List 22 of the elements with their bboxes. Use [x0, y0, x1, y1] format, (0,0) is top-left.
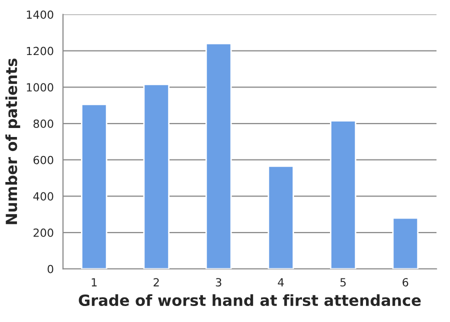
- x-tick-label: 1: [92, 278, 97, 286]
- x-tick-label: 4: [278, 278, 284, 286]
- bar: [268, 166, 294, 269]
- x-tick-label: 5: [340, 278, 346, 286]
- bar: [392, 217, 419, 269]
- x-tick-label: 2: [154, 278, 159, 286]
- y-tick-label: 0: [48, 264, 54, 274]
- bar: [205, 42, 232, 269]
- y-tick-label: 1200: [26, 46, 54, 56]
- y-tick-label: 1000: [26, 83, 54, 92]
- y-tick-label: 1400: [26, 10, 54, 19]
- y-tick-label: 800: [34, 119, 54, 128]
- bar: [330, 120, 356, 269]
- y-tick-label: 400: [33, 192, 54, 201]
- x-axis-title: Grade of worst hand at first attendance: [78, 294, 421, 306]
- y-tick-label: 600: [34, 156, 54, 164]
- y-tick-label: 200: [34, 228, 54, 237]
- x-tick-label: 3: [216, 278, 222, 286]
- y-axis-title: Number of patients: [5, 58, 20, 224]
- x-tick-label: 6: [402, 278, 408, 286]
- bar: [80, 104, 108, 269]
- bar: [143, 84, 170, 269]
